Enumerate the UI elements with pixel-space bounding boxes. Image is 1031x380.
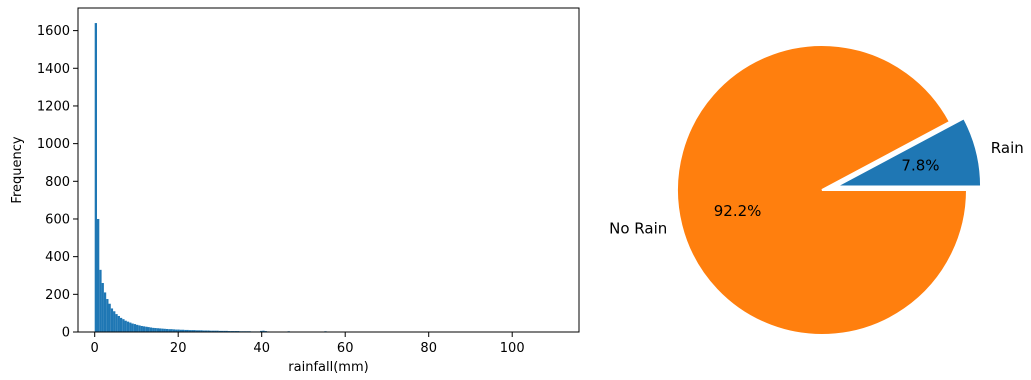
histogram-x-tick-label: 100	[500, 341, 525, 356]
histogram-bar	[195, 330, 199, 332]
histogram-bars	[94, 23, 557, 332]
histogram-bar	[103, 292, 107, 332]
histogram-y-tick-label: 0	[62, 326, 70, 341]
histogram-bar	[181, 329, 185, 332]
histogram-bar	[163, 328, 166, 332]
histogram-bar	[161, 328, 164, 332]
histogram-bar	[140, 325, 143, 332]
histogram-x-tick-label: 20	[170, 341, 187, 356]
histogram-y-tick-label: 1600	[37, 24, 70, 39]
histogram-y-ticks: 0 200 400 600 800 1000 1200 1400 1600	[37, 24, 78, 341]
histogram-bar	[110, 308, 114, 332]
histogram-plot-frame	[77, 7, 580, 333]
histogram-bar	[156, 328, 159, 332]
histogram-bar	[159, 328, 162, 332]
histogram-y-axis-label: Frequency	[10, 136, 25, 203]
histogram-bar	[147, 327, 150, 332]
histogram-y-tick-label: 200	[45, 288, 70, 303]
histogram-bar	[179, 329, 182, 332]
pie-slice-label: Rain	[991, 139, 1024, 157]
histogram-bar	[225, 330, 228, 332]
histogram-bar	[131, 323, 134, 332]
histogram-chart: 0 20 40 60 80 100 0 200 400 600 800 1000 1200 1400 16…	[10, 7, 580, 375]
histogram-bar	[207, 330, 210, 332]
histogram-bar	[216, 330, 219, 332]
histogram-bar	[220, 330, 224, 332]
histogram-bar	[172, 329, 176, 332]
histogram-y-tick-label: 1000	[37, 137, 70, 152]
histogram-bar	[200, 330, 203, 332]
histogram-bar	[133, 324, 137, 332]
histogram-bar	[260, 330, 263, 332]
histogram-bar	[191, 330, 194, 332]
histogram-bar	[175, 329, 178, 332]
histogram-x-tick-label: 40	[253, 341, 270, 356]
histogram-bar	[119, 317, 123, 332]
histogram-bar	[223, 330, 226, 332]
histogram-bar	[99, 269, 102, 332]
histogram-bar	[168, 329, 171, 332]
histogram-bar	[170, 329, 173, 332]
histogram-bar	[165, 328, 169, 332]
histogram-y-tick-label: 600	[45, 212, 70, 227]
histogram-bar	[211, 330, 215, 332]
histogram-bar	[115, 314, 118, 332]
histogram-x-tick-label: 0	[91, 341, 99, 356]
histogram-bar	[126, 321, 130, 332]
pie-slice-label: No Rain	[609, 220, 667, 238]
histogram-bar	[184, 329, 187, 332]
histogram-bar	[94, 23, 97, 332]
histogram-bar	[152, 327, 155, 332]
histogram-bar	[193, 330, 196, 332]
histogram-x-tick-label: 80	[420, 341, 437, 356]
histogram-bar	[154, 328, 157, 332]
histogram-bar	[97, 218, 100, 332]
pie-slices	[676, 44, 983, 336]
histogram-bar	[122, 319, 125, 332]
histogram-bar	[136, 324, 139, 332]
histogram-y-tick-label: 1200	[37, 99, 70, 114]
pie-slice-rain	[835, 116, 983, 188]
histogram-bar	[149, 327, 153, 332]
pie-slice-no-rain	[676, 44, 969, 336]
pie-percent-label: 92.2%	[714, 202, 762, 220]
histogram-bar	[145, 326, 148, 332]
histogram-bar	[124, 320, 127, 332]
histogram-bar	[209, 330, 212, 332]
pie-percent-label: 7.8%	[901, 156, 939, 174]
pie-chart: Rain 7.8% No Rain 92.2%	[609, 44, 1024, 336]
histogram-y-tick-label: 400	[45, 250, 70, 265]
histogram-bar	[202, 330, 205, 332]
histogram-bar	[106, 299, 109, 332]
histogram-bar	[101, 283, 104, 332]
histogram-bar	[129, 322, 132, 332]
histogram-y-tick-label: 1400	[37, 62, 70, 77]
histogram-bar	[204, 330, 208, 332]
histogram-bar	[113, 311, 116, 332]
histogram-bar	[188, 330, 192, 332]
histogram-bar	[138, 325, 141, 332]
histogram-x-axis-label: rainfall(mm)	[288, 360, 368, 375]
histogram-bar	[108, 303, 111, 332]
histogram-bar	[142, 326, 146, 332]
histogram-bar	[198, 330, 201, 332]
histogram-x-ticks: 0 20 40 60 80 100	[91, 332, 525, 356]
histogram-x-tick-label: 60	[337, 341, 354, 356]
histogram-bar	[218, 330, 221, 332]
histogram-bar	[262, 330, 265, 332]
histogram-bar	[117, 315, 120, 332]
histogram-bar	[177, 329, 180, 332]
histogram-y-tick-label: 800	[45, 175, 70, 190]
pie-labels: Rain 7.8% No Rain 92.2%	[609, 139, 1024, 238]
histogram-bar	[214, 330, 217, 332]
histogram-bar	[186, 329, 189, 332]
